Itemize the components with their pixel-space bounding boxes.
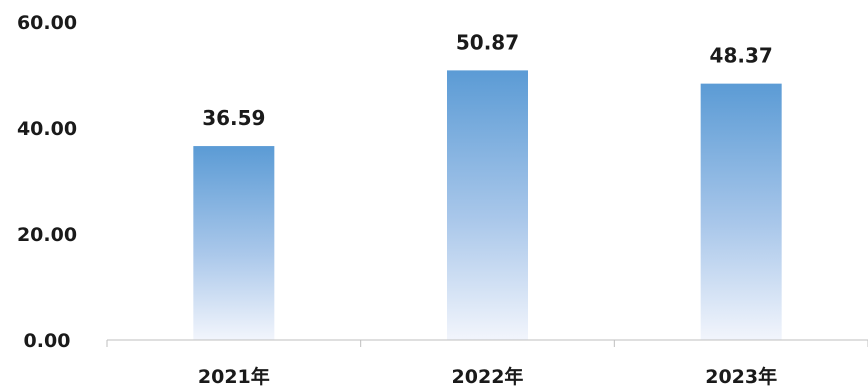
bar — [193, 146, 275, 340]
bars: 36.59 50.87 48.37 — [193, 30, 782, 340]
y-tick-label: 20.00 — [17, 224, 77, 246]
y-axis: 0.00 20.00 40.00 60.00 — [17, 12, 77, 352]
bar-value-label: 36.59 — [202, 106, 265, 130]
x-axis: 2021年 2022年 2023年 — [198, 365, 777, 388]
bar — [700, 83, 782, 340]
x-tick-label: 2023年 — [705, 365, 777, 388]
x-tick-label: 2022年 — [452, 365, 524, 388]
bar-value-label: 50.87 — [456, 30, 519, 54]
x-axis-ticks — [106, 340, 868, 347]
y-tick-label: 60.00 — [17, 12, 77, 34]
bar — [447, 70, 528, 340]
y-tick-label: 0.00 — [24, 330, 71, 352]
x-tick-label: 2021年 — [198, 365, 270, 388]
y-tick-label: 40.00 — [17, 118, 77, 140]
bar-value-label: 48.37 — [710, 44, 773, 68]
